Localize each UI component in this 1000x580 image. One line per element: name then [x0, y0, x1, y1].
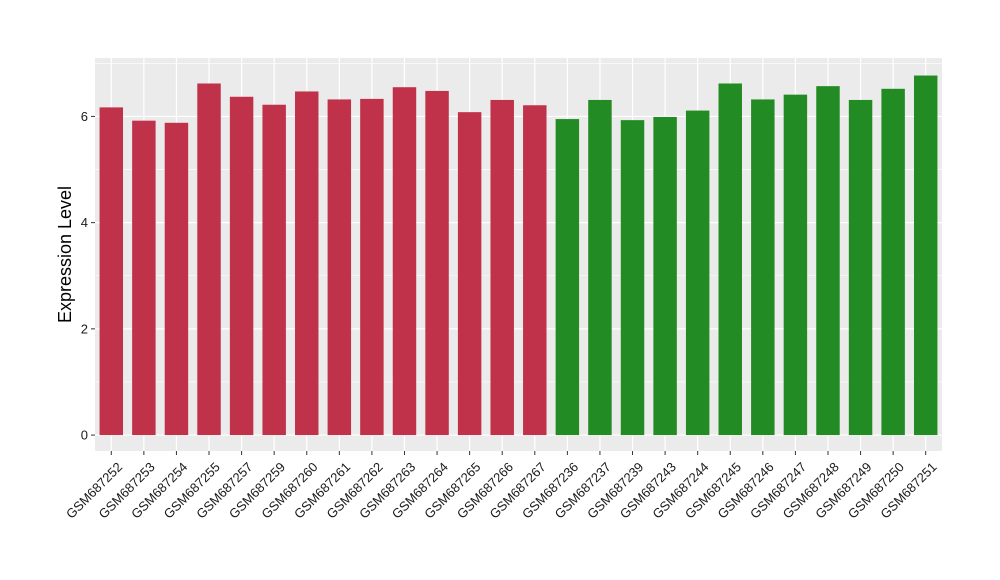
bar-gsm687262: [360, 98, 384, 436]
bar-gsm687237: [588, 99, 612, 436]
y-tick-label: 2: [81, 321, 88, 336]
bar-gsm687260: [295, 91, 319, 436]
bar-gsm687264: [425, 90, 449, 436]
bars: [99, 75, 938, 436]
y-axis: 0 2 4 6: [81, 109, 95, 443]
bar-gsm687253: [132, 120, 156, 436]
bar-gsm687265: [457, 112, 482, 436]
bar-gsm687257: [229, 96, 254, 436]
y-axis-title: Expression Level: [55, 186, 75, 323]
x-axis: GSM687252GSM687253GSM687254GSM687255GSM6…: [63, 451, 940, 522]
y-tick-label: 0: [81, 428, 88, 443]
bar-gsm687244: [685, 110, 710, 436]
bar-gsm687266: [490, 99, 514, 436]
bar-gsm687254: [164, 122, 189, 436]
bar-gsm687249: [848, 99, 873, 436]
bar-gsm687267: [523, 105, 547, 436]
bar-gsm687246: [751, 99, 775, 436]
bar-gsm687261: [327, 99, 352, 436]
bar-gsm687252: [99, 107, 124, 436]
bar-gsm687255: [197, 83, 221, 436]
bar-gsm687263: [392, 87, 417, 436]
bar-gsm687248: [816, 86, 840, 436]
bar-gsm687251: [913, 75, 938, 436]
bar-gsm687245: [718, 83, 742, 436]
bar-gsm687250: [881, 88, 905, 436]
bar-gsm687243: [653, 116, 677, 436]
bar-gsm687247: [783, 94, 808, 436]
bar-gsm687239: [620, 120, 645, 436]
bar-gsm687259: [262, 104, 286, 436]
y-tick-label: 4: [81, 215, 88, 230]
bar-gsm687236: [555, 119, 580, 436]
y-tick-label: 6: [81, 109, 88, 124]
